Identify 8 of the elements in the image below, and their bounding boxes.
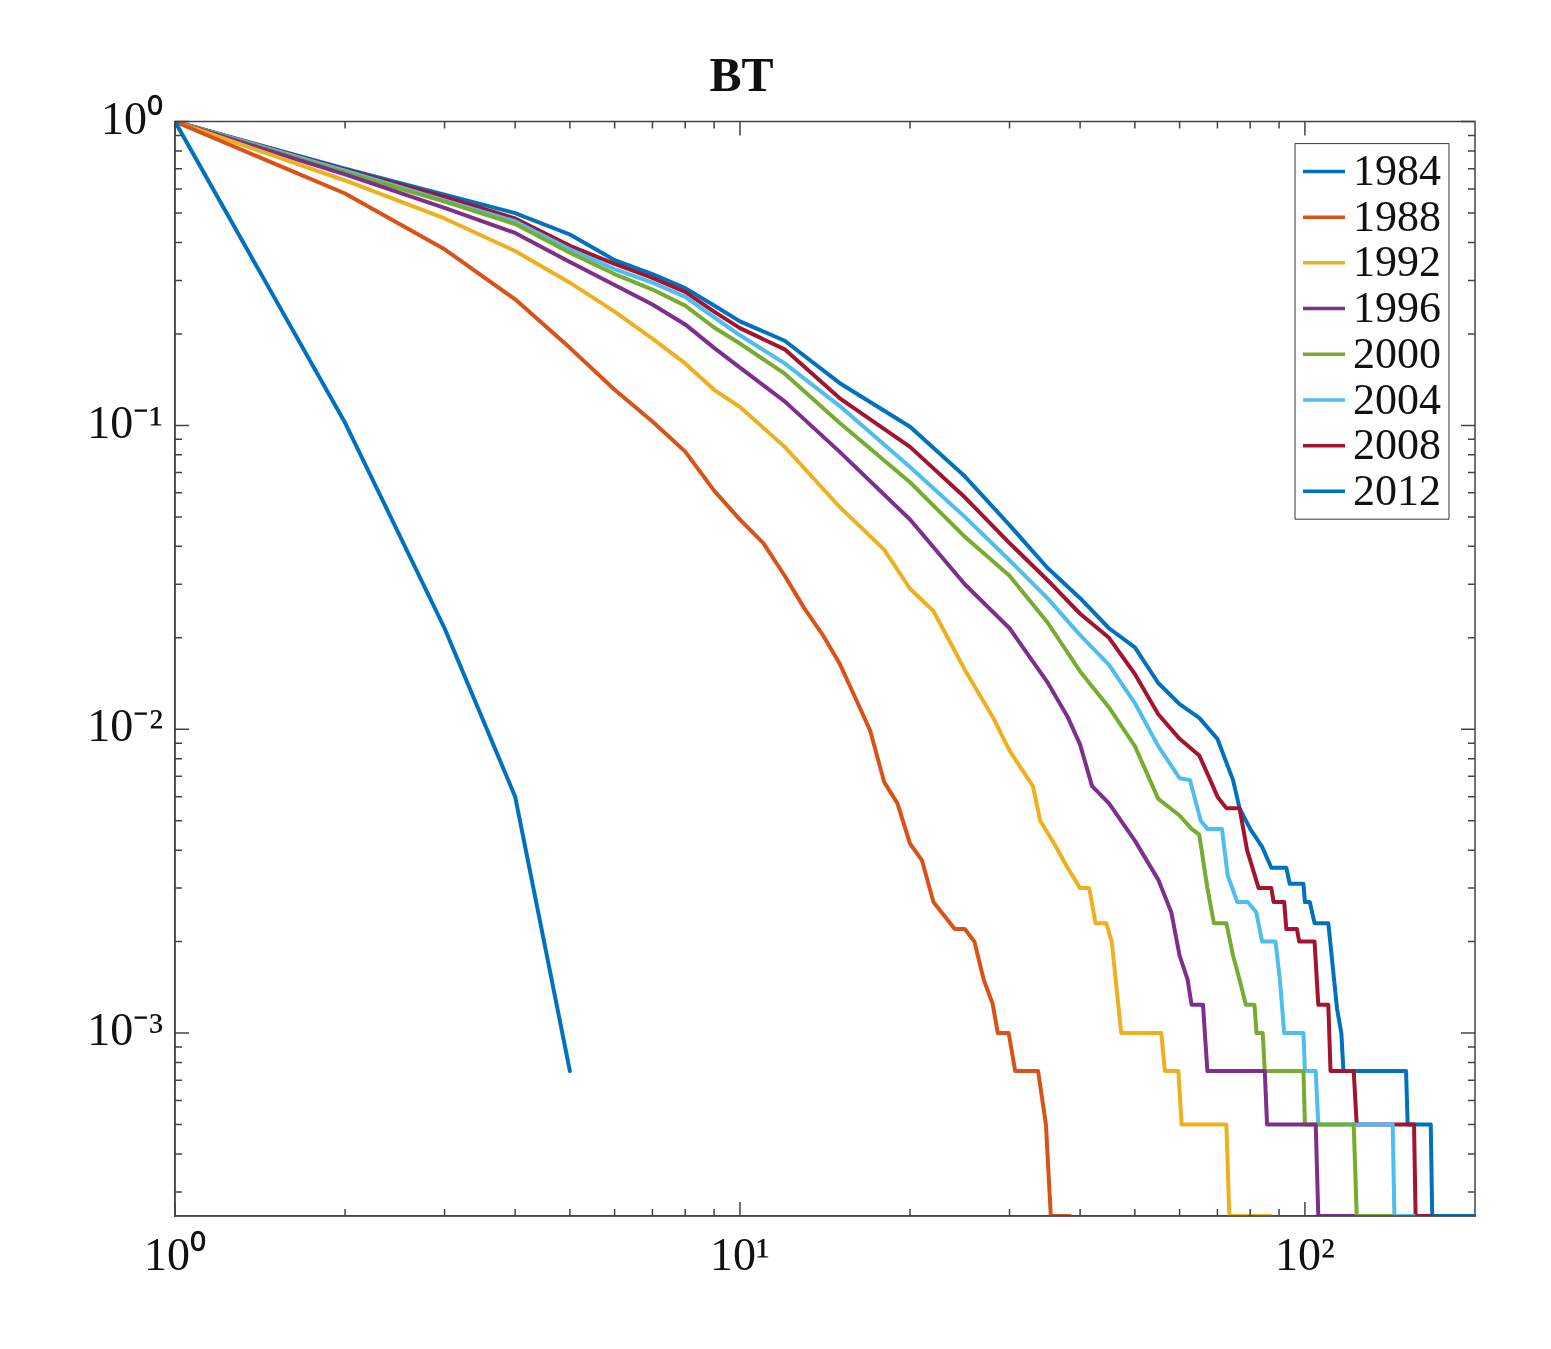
y-tick-label: 10⁻¹ [87,396,163,448]
chart-title: BT [709,48,774,102]
y-tick-label: 10⁻² [87,700,163,752]
y-tick-label: 10⁻³ [87,1004,163,1056]
x-tick-label: 10² [1275,1228,1335,1280]
y-tick-label: 10⁰ [101,92,163,144]
x-tick-label: 10⁰ [144,1228,206,1280]
x-tick-label: 10¹ [710,1228,770,1280]
